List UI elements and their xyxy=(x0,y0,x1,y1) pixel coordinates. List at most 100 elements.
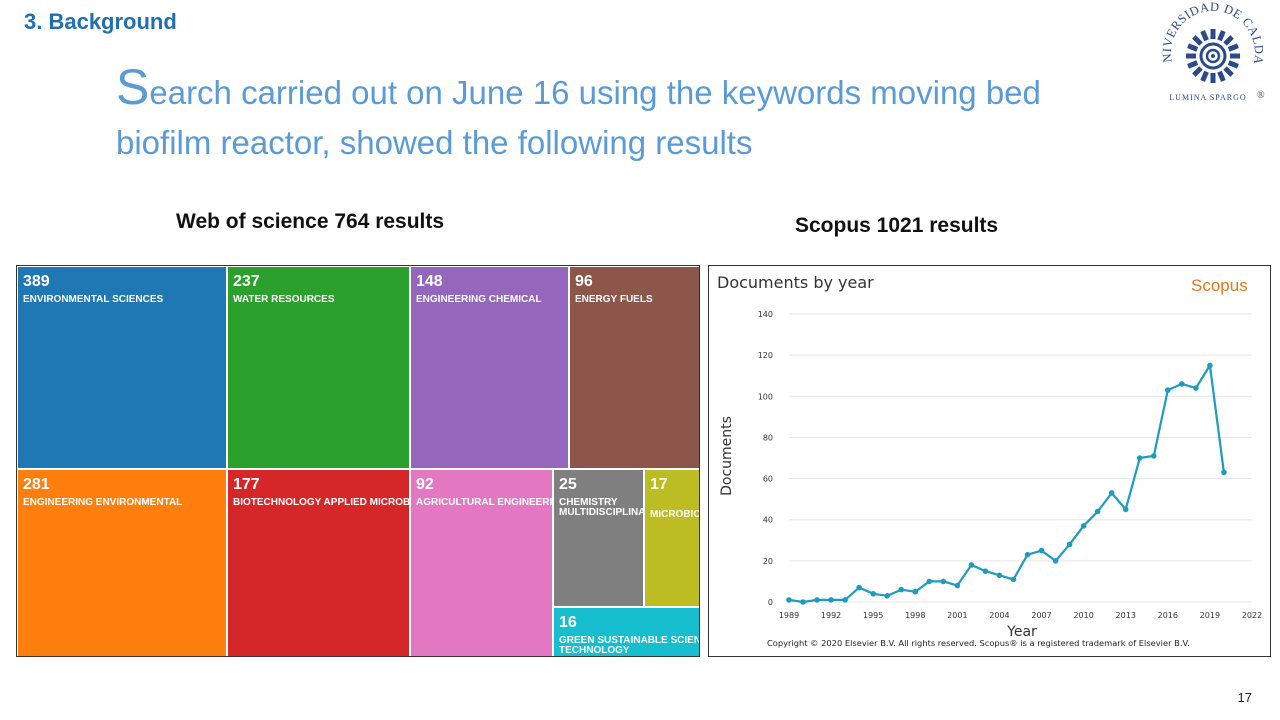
data-point[interactable] xyxy=(1122,506,1129,513)
tile-label: GREEN SUSTAINABLE SCIENCE TECHNOLOGY xyxy=(559,635,700,656)
y-axis-ticks: 0 20 40 60 80 100 120 140 xyxy=(758,310,773,607)
y-tick-label: 140 xyxy=(758,310,773,319)
logo-motto: LUMINA SPARGO xyxy=(1169,93,1246,102)
tile-value: 237 xyxy=(233,273,260,290)
sun-ray xyxy=(1200,30,1209,42)
data-point[interactable] xyxy=(870,590,876,597)
data-point[interactable] xyxy=(996,572,1003,579)
data-point[interactable] xyxy=(1150,453,1157,459)
tile-label: MICROBIOLOGY xyxy=(650,509,699,520)
sun-ray xyxy=(1210,29,1216,39)
registered-mark: ® xyxy=(1257,90,1265,101)
treemap-tile-water-resources[interactable]: 237 WATER RESOURCES xyxy=(227,266,410,469)
data-point[interactable] xyxy=(898,586,905,593)
data-point[interactable] xyxy=(912,588,919,595)
data-point[interactable] xyxy=(1010,576,1017,583)
treemap-tile-agricultural-engineering[interactable]: 92 AGRICULTURAL ENGINEERING xyxy=(410,469,553,656)
data-point[interactable] xyxy=(1179,381,1185,387)
tile-value: 281 xyxy=(23,476,50,493)
tile-label: ENVIRONMENTAL SCIENCES xyxy=(23,294,164,305)
sun-ray xyxy=(1192,66,1203,77)
data-point[interactable] xyxy=(1108,490,1115,496)
data-point[interactable] xyxy=(1080,523,1087,529)
treemap-tile-engineering-environmental[interactable]: 281 ENGINEERING ENVIRONMENTAL xyxy=(17,469,227,656)
data-point[interactable] xyxy=(1193,385,1199,391)
treemap-tile-green-sustainable[interactable]: 16 GREEN SUSTAINABLE SCIENCE TECHNOLOGY xyxy=(553,607,700,656)
data-point[interactable] xyxy=(926,578,933,585)
data-point[interactable] xyxy=(814,597,820,603)
tile-value: 16 xyxy=(559,614,577,631)
data-point[interactable] xyxy=(1207,362,1213,369)
data-point[interactable] xyxy=(856,584,862,591)
y-tick-label: 0 xyxy=(768,598,773,607)
data-point[interactable] xyxy=(1066,541,1073,548)
sun-ray xyxy=(1186,53,1196,59)
y-tick-label: 20 xyxy=(763,557,773,566)
x-tick-label: 1998 xyxy=(905,611,925,620)
treemap-tile-engineering-chemical[interactable]: 148 ENGINEERING CHEMICAL xyxy=(410,266,569,469)
x-axis-ticks: 1989 1992 1995 1998 2001 2004 2007 2010 2013 2016… xyxy=(779,611,1262,620)
sun-ray xyxy=(1200,70,1209,82)
sun-ray xyxy=(1227,43,1239,52)
sun-ray xyxy=(1187,43,1199,52)
x-tick-label: 2010 xyxy=(1073,611,1093,620)
treemap-tile-biotechnology[interactable]: 177 BIOTECHNOLOGY APPLIED MICROBIOLOGY xyxy=(227,469,410,656)
sun-ray xyxy=(1217,30,1226,42)
treemap-tile-chemistry-multidisciplinary[interactable]: 25 CHEMISTRY MULTIDISCIPLINARY xyxy=(553,469,644,607)
sun-rays-icon xyxy=(1186,29,1240,83)
slide-headline: Search carried out on June 16 using the … xyxy=(116,62,1116,168)
scopus-chart-panel: Documents by year Scopus 0 20 40 60 80 100 120… xyxy=(708,265,1271,657)
tile-value: 25 xyxy=(559,476,577,493)
tile-value: 96 xyxy=(575,273,593,290)
y-tick-label: 80 xyxy=(763,433,773,442)
data-point[interactable] xyxy=(1136,455,1143,461)
data-point[interactable] xyxy=(982,568,989,574)
data-point[interactable] xyxy=(1165,387,1171,393)
sun-ray xyxy=(1192,35,1203,46)
y-tick-label: 60 xyxy=(763,475,773,484)
tile-label: ENERGY FUELS xyxy=(575,294,653,305)
data-point[interactable] xyxy=(968,562,975,568)
page-number: 17 xyxy=(1237,690,1252,705)
x-axis-label: Year xyxy=(1006,624,1037,640)
data-point[interactable] xyxy=(828,597,834,603)
data-point[interactable] xyxy=(842,597,848,603)
university-logo: UNIVERSIDAD DE CALDAS LUMINA SPARGO ® xyxy=(1158,2,1266,102)
data-point[interactable] xyxy=(786,597,792,603)
y-axis-label: Documents xyxy=(719,416,735,496)
tile-label: ENGINEERING CHEMICAL xyxy=(416,294,542,305)
treemap-tile-energy-fuels[interactable]: 96 ENERGY FUELS xyxy=(569,266,699,469)
tile-label: AGRICULTURAL ENGINEERING xyxy=(416,497,553,508)
headline-first-letter: S xyxy=(116,59,150,115)
data-point[interactable] xyxy=(940,578,947,585)
y-tick-label: 100 xyxy=(758,392,773,401)
x-tick-label: 2019 xyxy=(1200,611,1220,620)
data-point[interactable] xyxy=(1052,558,1059,564)
data-point[interactable] xyxy=(1221,469,1227,476)
data-point[interactable] xyxy=(1024,551,1031,558)
data-point[interactable] xyxy=(1094,508,1101,515)
x-tick-label: 1989 xyxy=(779,611,799,620)
scopus-brand-label: Scopus xyxy=(1191,276,1248,295)
sun-ray xyxy=(1223,66,1234,77)
tile-value: 92 xyxy=(416,476,434,493)
treemap-tile-microbiology[interactable]: 17 MICROBIOLOGY xyxy=(644,469,699,607)
x-tick-label: 2001 xyxy=(947,611,967,620)
sun-ray xyxy=(1223,35,1234,46)
x-tick-label: 2016 xyxy=(1158,611,1178,620)
sun-ray xyxy=(1230,53,1240,59)
treemap-tile-environmental-sciences[interactable]: 389 ENVIRONMENTAL SCIENCES xyxy=(17,266,227,469)
x-tick-label: 1992 xyxy=(821,611,841,620)
data-point[interactable] xyxy=(800,599,806,605)
tile-label: WATER RESOURCES xyxy=(233,294,335,305)
sun-ray xyxy=(1227,60,1239,69)
data-point[interactable] xyxy=(1038,547,1045,554)
chart-grid xyxy=(789,313,1252,603)
tile-label: CHEMISTRY MULTIDISCIPLINARY xyxy=(559,497,643,518)
scopus-results-label: Scopus 1021 results xyxy=(795,214,999,237)
data-point[interactable] xyxy=(884,593,891,599)
x-tick-label: 2013 xyxy=(1116,611,1136,620)
documents-series-points xyxy=(786,362,1227,605)
data-point[interactable] xyxy=(954,582,961,589)
y-tick-label: 40 xyxy=(763,516,773,525)
